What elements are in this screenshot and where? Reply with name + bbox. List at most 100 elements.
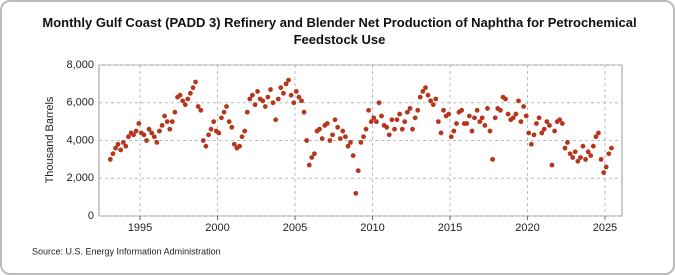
data-point [392, 126, 397, 132]
data-point [157, 128, 162, 134]
data-point [203, 143, 209, 149]
data-point [342, 134, 348, 140]
data-point [306, 162, 312, 168]
y-tick-label: 8,000 [66, 59, 94, 71]
y-tick-label: 0 [88, 210, 94, 222]
data-point [441, 107, 446, 113]
data-point [144, 138, 149, 143]
data-point [110, 151, 116, 157]
data-point [252, 102, 258, 108]
data-point [239, 134, 245, 140]
data-point [376, 100, 382, 106]
data-point [559, 121, 565, 126]
data-point [355, 168, 361, 174]
data-point [221, 109, 227, 115]
y-tick-label: 2,000 [66, 172, 94, 184]
data-point [603, 164, 609, 170]
data-point [311, 151, 317, 157]
data-point [345, 143, 351, 149]
data-point [384, 124, 390, 130]
data-point [275, 96, 281, 102]
data-point [293, 89, 299, 94]
data-point [154, 139, 160, 145]
data-point [193, 79, 198, 85]
data-point [446, 111, 452, 117]
data-point [250, 92, 255, 98]
x-tick-label: 2025 [593, 222, 617, 234]
data-point [521, 104, 526, 109]
data-point [399, 126, 405, 132]
data-point [601, 170, 607, 175]
data-point [474, 107, 480, 113]
data-point [417, 94, 423, 100]
data-point [120, 139, 126, 145]
data-point [590, 143, 596, 149]
data-point [172, 109, 178, 115]
chart: Thousand Barrels Source: U.S. Energy Inf… [32, 59, 623, 256]
data-point [588, 153, 594, 159]
x-tick-label: 2015 [438, 222, 462, 234]
data-point [430, 102, 436, 108]
data-point [386, 132, 392, 138]
data-point [330, 132, 335, 138]
data-point [247, 96, 253, 102]
x-tick-label: 2020 [515, 222, 539, 234]
chart-title: Monthly Gulf Coast (PADD 3) Refinery and… [42, 15, 637, 47]
data-point [268, 87, 273, 92]
data-point [146, 126, 152, 132]
data-point [565, 139, 570, 145]
data-point [557, 117, 563, 123]
data-point [309, 155, 315, 160]
data-point [466, 113, 472, 119]
data-point [200, 138, 206, 143]
data-point [301, 109, 307, 115]
data-point [255, 89, 260, 94]
data-point [107, 156, 113, 162]
data-point [281, 90, 286, 96]
data-point [562, 145, 568, 151]
source-note: Source: U.S. Energy Information Administ… [32, 246, 221, 256]
data-point [485, 106, 490, 111]
data-point [182, 102, 188, 108]
data-point [420, 89, 426, 94]
data-point [539, 130, 545, 136]
data-point [190, 85, 196, 91]
data-point [304, 138, 310, 143]
data-point [363, 126, 369, 132]
data-point [541, 126, 547, 132]
data-point [299, 98, 304, 104]
data-point [216, 130, 222, 136]
data-point [606, 151, 612, 157]
data-point [412, 115, 418, 121]
data-point [361, 134, 366, 140]
data-point [518, 119, 524, 125]
data-point [585, 149, 591, 155]
data-point [219, 115, 224, 121]
data-point [373, 119, 379, 125]
data-point [319, 136, 325, 142]
data-point [575, 158, 581, 164]
data-point [487, 128, 493, 134]
data-point [404, 109, 410, 115]
data-point [454, 121, 459, 126]
data-point [469, 128, 475, 134]
data-point [397, 111, 403, 117]
data-point [162, 113, 167, 119]
data-point [578, 155, 583, 160]
data-point [596, 130, 601, 136]
data-point [503, 96, 508, 102]
y-axis-label: Thousand Barrels [44, 96, 56, 183]
data-point [459, 107, 465, 113]
data-point [549, 162, 555, 168]
x-tick-label: 2000 [205, 222, 229, 234]
data-point [479, 115, 485, 121]
data-point [115, 141, 121, 147]
data-point [224, 104, 229, 109]
data-point [180, 98, 186, 104]
data-point [185, 96, 191, 102]
data-point [260, 98, 266, 104]
data-point [497, 107, 503, 113]
data-point [136, 121, 142, 126]
data-point [448, 134, 454, 140]
data-point [231, 141, 237, 147]
